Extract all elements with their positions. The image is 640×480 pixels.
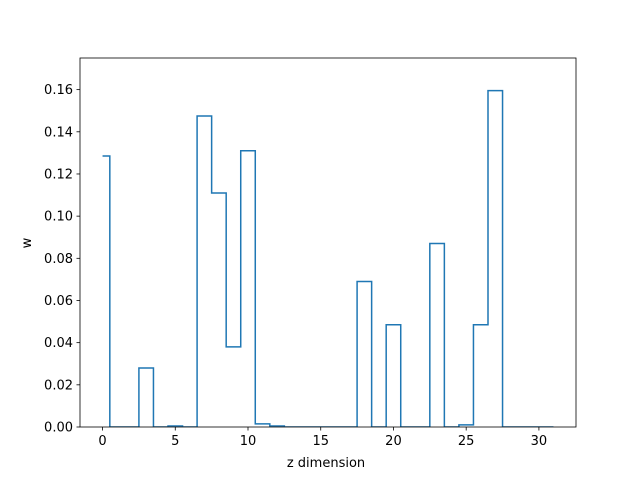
y-tick-label: 0.06 (44, 294, 73, 309)
y-tick-label: 0.08 (44, 252, 73, 267)
y-tick-label: 0.02 (44, 378, 73, 393)
plot-area (79, 57, 577, 428)
y-tick-label: 0.00 (44, 421, 73, 436)
y-tick-label: 0.14 (44, 125, 73, 140)
x-tick-label: 30 (531, 434, 548, 449)
x-tick-label: 25 (458, 434, 475, 449)
axis-ticks: 0 5 10 15 20 25 30 0.00 0.02 0.04 0.06 0.08 0.10 0.12… (44, 83, 547, 449)
y-tick-label: 0.10 (44, 210, 73, 225)
axes-frame (79, 57, 577, 428)
series-line (102, 89, 554, 427)
y-tick-label: 0.04 (44, 336, 73, 351)
y-axis-label: w (20, 237, 35, 248)
x-tick-label: 0 (98, 434, 106, 449)
y-tick-label: 0.16 (44, 83, 73, 98)
x-tick-label: 20 (385, 434, 402, 449)
x-tick-label: 5 (171, 434, 179, 449)
x-axis-label: z dimension (287, 456, 365, 471)
y-tick-label: 0.12 (44, 167, 73, 182)
x-tick-label: 10 (240, 434, 257, 449)
x-tick-label: 15 (312, 434, 329, 449)
